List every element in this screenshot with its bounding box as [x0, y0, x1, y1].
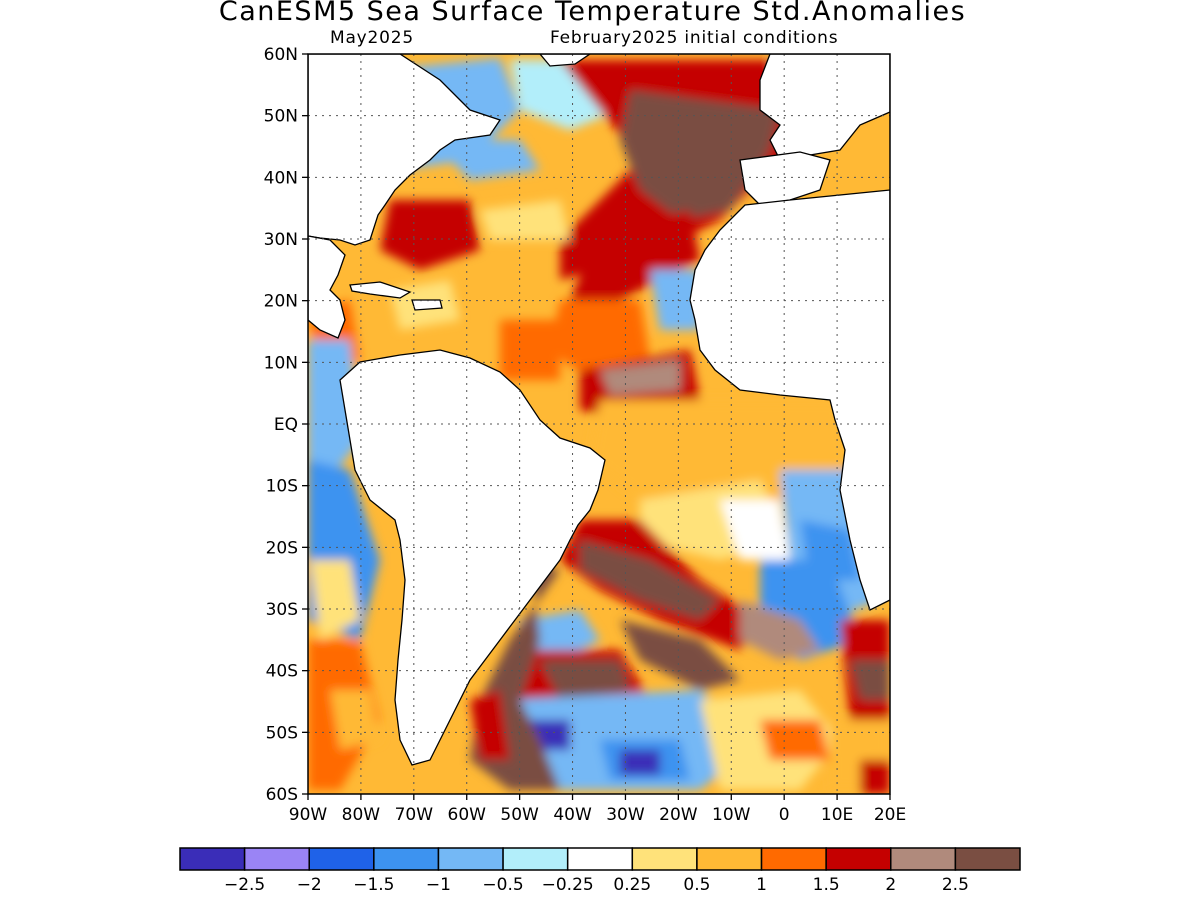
legend-label: −2.5	[224, 875, 265, 895]
legend-swatch	[631, 847, 698, 871]
legend-swatch	[825, 847, 892, 871]
lon-tick-label: 80W	[342, 805, 381, 825]
iberia-land	[739, 151, 831, 206]
legend-label: 0.5	[683, 875, 710, 895]
legend-swatch	[954, 847, 1021, 871]
legend-swatch	[243, 847, 310, 871]
lon-tick-label: 90W	[289, 805, 328, 825]
legend-label: 2	[885, 875, 896, 895]
caribbean-islands	[349, 281, 412, 299]
legend-label: 1.5	[813, 875, 840, 895]
greenland-land	[539, 54, 592, 67]
legend-label: −0.5	[482, 875, 523, 895]
legend-label: −1.5	[353, 875, 394, 895]
legend-swatch	[373, 847, 440, 871]
longitude-axis: 90W 80W 70W 60W 50W 40W 30W 20W 10W 0 10E 20E	[289, 794, 906, 825]
lat-tick-label: 50N	[264, 107, 298, 127]
legend-label: −1	[426, 875, 451, 895]
map-title: CanESM5 Sea Surface Temperature Std.Anom…	[218, 0, 967, 27]
legend-swatch	[890, 847, 957, 871]
graticule	[308, 54, 890, 794]
legend-label: 2.5	[942, 875, 969, 895]
initial-conditions-label: February2025 initial conditions	[550, 28, 839, 48]
legend-swatch	[566, 847, 634, 871]
lat-tick-label: EQ	[274, 415, 298, 435]
latitude-axis: 60N 50N 40N 30N 20N 10N EQ 10S 20S 30S 40S 50S 60S	[264, 45, 308, 805]
lon-tick-label: 60W	[448, 805, 487, 825]
lat-tick-label: 30S	[266, 600, 298, 620]
lat-tick-label: 40S	[266, 662, 298, 682]
lon-tick-label: 40W	[553, 805, 592, 825]
lat-tick-label: 40N	[264, 168, 298, 188]
legend-swatch	[308, 847, 375, 871]
lat-tick-label: 60N	[264, 45, 298, 65]
legend-label: −2	[297, 875, 322, 895]
legend-swatch	[696, 847, 763, 871]
legend-swatch	[179, 847, 246, 871]
lon-tick-label: 20W	[659, 805, 698, 825]
lon-tick-label: 30W	[606, 805, 645, 825]
north-america-land	[308, 54, 502, 246]
legend-label: −0.25	[542, 875, 594, 895]
legend-label: 1	[756, 875, 767, 895]
south-america-land	[339, 349, 606, 766]
lat-tick-label: 50S	[266, 723, 298, 743]
color-legend: −2.5 −2 −1.5 −1 −0.5 −0.25 0.25 0.5 1 1.5 2 2.5	[179, 847, 1021, 895]
lat-tick-label: 30N	[264, 230, 298, 250]
africa-land	[689, 189, 890, 611]
lat-tick-label: 10N	[264, 353, 298, 373]
lon-tick-label: 20E	[874, 805, 906, 825]
lat-tick-label: 20N	[264, 292, 298, 312]
legend-swatch	[760, 847, 827, 871]
lon-tick-label: 10W	[712, 805, 751, 825]
lon-tick-label: 0	[779, 805, 790, 825]
valid-month-label: May2025	[330, 28, 415, 48]
lat-tick-label: 10S	[266, 477, 298, 497]
central-america-land	[308, 235, 346, 339]
legend-swatch	[502, 847, 569, 871]
lon-tick-label: 10E	[821, 805, 853, 825]
lon-tick-label: 70W	[395, 805, 434, 825]
land-masses	[308, 54, 890, 766]
lat-tick-label: 60S	[266, 785, 298, 805]
lon-tick-label: 50W	[500, 805, 539, 825]
hispaniola	[411, 299, 443, 311]
legend-swatch	[437, 847, 504, 871]
legend-label: 0.25	[613, 875, 651, 895]
lat-tick-label: 20S	[266, 538, 298, 558]
